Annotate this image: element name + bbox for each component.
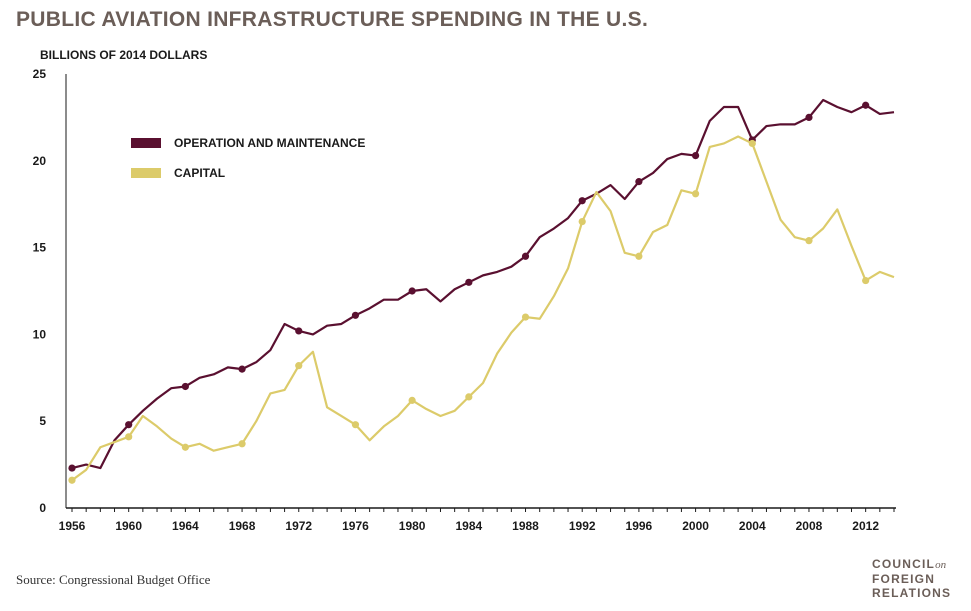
x-tick-label: 1984: [455, 519, 482, 533]
data-point-operation-and-maintenance: [805, 113, 813, 121]
data-point-operation-and-maintenance: [181, 382, 189, 391]
series-line-capital: [71, 135, 895, 482]
logo-line-3: RELATIONS: [872, 586, 952, 600]
data-point-operation-and-maintenance: [691, 151, 700, 160]
x-tick-label: 2008: [796, 519, 823, 533]
data-point-capital: [521, 313, 530, 321]
y-tick-label: 0: [39, 501, 46, 515]
data-point-operation-and-maintenance: [578, 197, 586, 205]
y-tick-label: 15: [33, 241, 47, 255]
x-tick-label: 1980: [399, 519, 426, 533]
data-point-operation-and-maintenance: [351, 311, 360, 319]
logo-line-1: COUNCILon: [872, 557, 947, 571]
legend-swatch: [131, 138, 161, 148]
data-point-operation-and-maintenance: [521, 252, 530, 260]
data-point-capital: [295, 362, 303, 370]
y-tick-label: 5: [39, 414, 46, 428]
cfr-logo: COUNCILon FOREIGN RELATIONS: [872, 557, 951, 600]
data-point-operation-and-maintenance: [295, 327, 303, 335]
data-point-capital: [578, 217, 586, 226]
x-tick-label: 1988: [512, 519, 539, 533]
y-axis-label: BILLIONS OF 2014 DOLLARS: [40, 48, 208, 62]
x-tick-label: 2012: [852, 519, 879, 533]
legend-label: OPERATION AND MAINTENANCE: [174, 136, 365, 150]
x-tick-label: 1960: [115, 519, 142, 533]
data-point-operation-and-maintenance: [465, 278, 473, 286]
data-point-capital: [238, 440, 246, 448]
x-tick-label: 1996: [626, 519, 653, 533]
data-point-operation-and-maintenance: [125, 421, 133, 429]
data-point-capital: [862, 276, 870, 285]
data-point-capital: [125, 433, 133, 441]
data-point-operation-and-maintenance: [408, 287, 416, 295]
y-tick-label: 10: [33, 327, 47, 341]
x-tick-label: 2004: [739, 519, 766, 533]
data-point-capital: [408, 396, 416, 404]
logo-line-2: FOREIGN: [872, 572, 936, 586]
x-tick-label: 1972: [285, 519, 312, 533]
x-tick-label: 1964: [172, 519, 199, 533]
legend-label: CAPITAL: [174, 166, 225, 180]
data-point-capital: [748, 139, 756, 148]
source-note: Source: Congressional Budget Office: [16, 572, 211, 587]
x-tick-label: 2000: [682, 519, 709, 533]
data-point-operation-and-maintenance: [862, 101, 870, 109]
data-point-operation-and-maintenance: [238, 365, 246, 373]
x-tick-label: 1992: [569, 519, 596, 533]
data-point-operation-and-maintenance: [68, 464, 76, 472]
y-tick-label: 25: [33, 67, 47, 81]
chart-title: PUBLIC AVIATION INFRASTRUCTURE SPENDING …: [16, 8, 649, 31]
x-tick-label: 1956: [59, 519, 86, 533]
data-point-capital: [805, 237, 813, 245]
data-point-capital: [635, 252, 643, 260]
data-point-operation-and-maintenance: [635, 178, 643, 186]
logo-on: on: [935, 559, 947, 571]
x-tick-label: 1968: [229, 519, 256, 533]
data-point-capital: [691, 190, 700, 198]
y-tick-label: 20: [33, 154, 47, 168]
x-tick-label: 1976: [342, 519, 369, 533]
data-point-capital: [465, 393, 473, 401]
data-point-capital: [181, 443, 189, 451]
data-point-capital: [351, 421, 360, 429]
data-point-capital: [68, 476, 76, 484]
series-line-operation-and-maintenance: [71, 98, 895, 470]
legend-swatch: [131, 168, 161, 178]
